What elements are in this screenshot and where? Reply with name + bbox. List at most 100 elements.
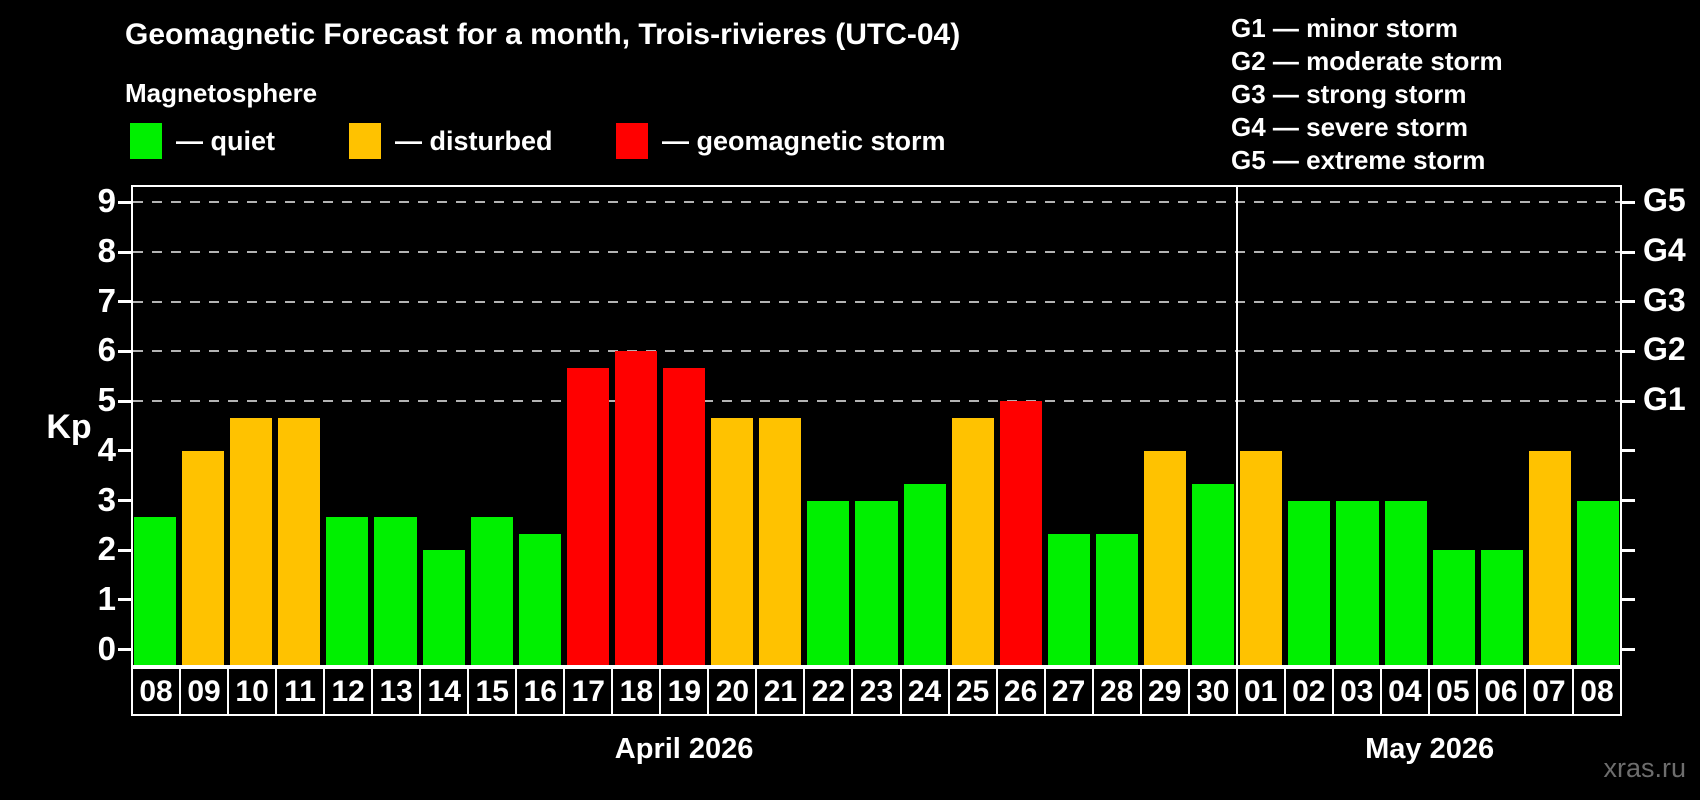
kp-bar (855, 500, 898, 667)
date-cell: 04 (1379, 667, 1430, 716)
y-axis-tick (118, 300, 131, 304)
y-tick-label: 2 (97, 530, 116, 568)
kp-bar (1047, 533, 1090, 667)
date-cell: 28 (1091, 667, 1142, 716)
date-cell: 01 (1235, 667, 1286, 716)
date-cell: 02 (1283, 667, 1334, 716)
kp-bar (230, 417, 273, 667)
month-separator-line (1236, 185, 1239, 667)
y-axis-tick (118, 349, 131, 353)
gridline (133, 350, 1620, 353)
kp-bar (1480, 550, 1523, 667)
y-tick-label: 0 (97, 629, 116, 667)
date-cell: 21 (755, 667, 806, 716)
right-axis-tick (1622, 499, 1635, 503)
right-axis-tick (1622, 349, 1635, 353)
date-cell: 05 (1427, 667, 1478, 716)
kp-bar (1240, 450, 1283, 667)
kp-bar (1336, 500, 1379, 667)
kp-bar (951, 417, 994, 667)
date-cell: 13 (371, 667, 422, 716)
kp-bar (999, 401, 1042, 667)
kp-bar (1528, 450, 1571, 667)
date-cell: 25 (947, 667, 998, 716)
kp-bar (903, 484, 946, 667)
gridline (133, 300, 1620, 303)
kp-bar (1288, 500, 1331, 667)
kp-bar (518, 533, 561, 667)
disturbed-color-swatch (349, 123, 381, 159)
gridline (133, 400, 1620, 403)
kp-bar (759, 417, 802, 667)
y-axis-tick (118, 548, 131, 552)
right-axis-tick (1622, 648, 1635, 652)
y-axis-label: Kp (46, 408, 92, 446)
date-cell: 03 (1331, 667, 1382, 716)
month-label: April 2026 (614, 733, 754, 765)
kp-bar (1576, 500, 1619, 667)
g-scale-label: G5 (1643, 182, 1686, 219)
date-cell: 15 (467, 667, 518, 716)
quiet-color-swatch (130, 123, 162, 159)
kp-bar (1384, 500, 1427, 667)
date-cell: 16 (515, 667, 566, 716)
storm-scale-line-g4: G4 — severe storm (1231, 112, 1469, 142)
y-tick-label: 5 (97, 381, 116, 419)
kp-bar (807, 500, 850, 667)
kp-bar (663, 367, 706, 667)
date-cell: 14 (419, 667, 470, 716)
y-tick-label: 8 (97, 232, 116, 270)
kp-bar (1144, 450, 1187, 667)
chart-subtitle: Magnetosphere (125, 78, 318, 108)
kp-bar (326, 516, 369, 667)
y-axis-tick (118, 499, 131, 503)
kp-bar (1432, 550, 1475, 667)
storm-scale-line-g3: G3 — strong storm (1231, 79, 1467, 109)
date-cell: 23 (851, 667, 902, 716)
storm-scale-line-g2: G2 — moderate storm (1231, 46, 1503, 76)
date-cell: 09 (179, 667, 230, 716)
legend-item-quiet: — quiet (130, 122, 275, 160)
right-axis-tick (1622, 548, 1635, 552)
g-scale-label: G4 (1643, 232, 1686, 269)
legend-label-disturbed: — disturbed (395, 125, 553, 156)
storm-scale-line-g5: G5 — extreme storm (1231, 145, 1486, 175)
y-tick-label: 7 (97, 281, 116, 319)
date-cell: 20 (707, 667, 758, 716)
legend-item-storm: — geomagnetic storm (616, 122, 946, 160)
kp-bar (134, 516, 177, 667)
plot-area: 0 1 2 3 4 5 6 7 8 9 G1 G2 G3 G4 G5 (98, 182, 1686, 667)
date-cell: 12 (323, 667, 374, 716)
kp-bar (182, 450, 225, 667)
kp-bar (422, 550, 465, 667)
kp-bar (1192, 484, 1235, 667)
kp-bar (711, 417, 754, 667)
date-cell: 30 (1187, 667, 1238, 716)
date-cell: 17 (563, 667, 614, 716)
kp-bar (470, 516, 513, 667)
y-axis-tick (118, 648, 131, 652)
gridline (133, 251, 1620, 254)
date-cell: 29 (1139, 667, 1190, 716)
date-cell: 24 (899, 667, 950, 716)
g-scale-label: G1 (1643, 381, 1686, 418)
y-tick-label: 1 (97, 579, 116, 617)
date-cell: 19 (659, 667, 710, 716)
right-axis-tick (1622, 300, 1635, 304)
date-cell: 26 (995, 667, 1046, 716)
g-scale-label: G2 (1643, 331, 1686, 368)
kp-bar (1095, 533, 1139, 667)
right-axis-tick (1622, 449, 1635, 453)
storm-color-swatch (616, 123, 648, 159)
right-axis-tick (1622, 200, 1635, 204)
chart-title: Geomagnetic Forecast for a month, Trois-… (125, 18, 961, 51)
watermark: xras.ru (1603, 753, 1686, 783)
right-axis-tick (1622, 250, 1635, 254)
storm-scale-legend: G1 — minor storm G2 — moderate storm G3 … (1231, 12, 1503, 177)
y-tick-label: 9 (97, 182, 116, 220)
y-axis-tick (118, 200, 131, 204)
y-axis-tick (118, 399, 131, 403)
date-cell: 10 (227, 667, 278, 716)
y-tick-label: 3 (97, 480, 116, 518)
